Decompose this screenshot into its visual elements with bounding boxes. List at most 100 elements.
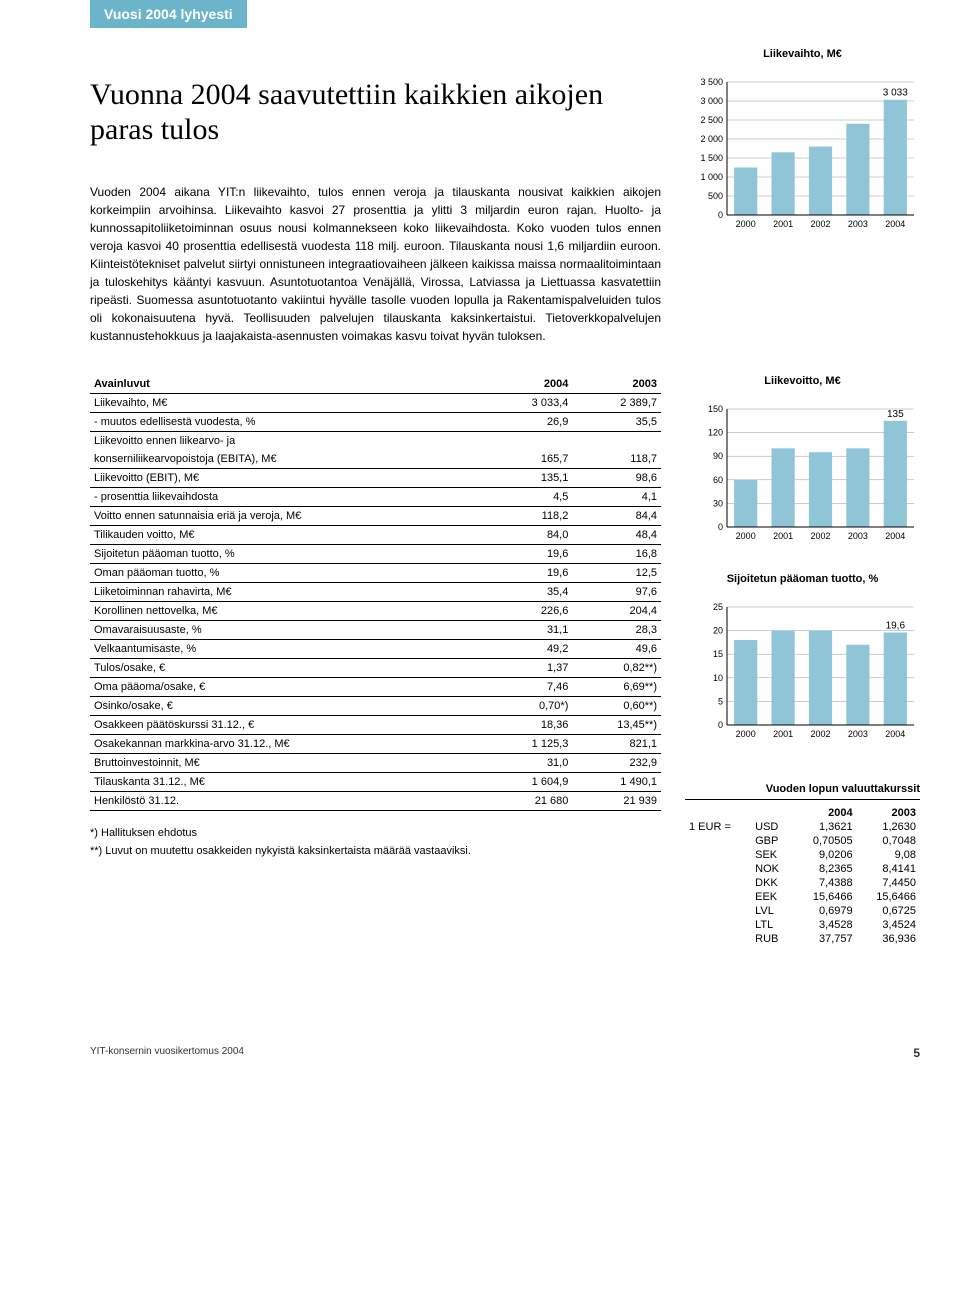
svg-text:1 000: 1 000 [700, 172, 723, 182]
row-value-2004: 19,6 [489, 545, 572, 564]
table-row: Oman pääoman tuotto, %19,612,5 [90, 564, 661, 583]
table-row: Henkilöstö 31.12.21 68021 939 [90, 792, 661, 811]
chart-roi-title: Sijoitetun pääoman tuotto, % [685, 573, 920, 585]
svg-text:0: 0 [718, 720, 723, 730]
row-label: Henkilöstö 31.12. [90, 792, 489, 811]
svg-text:500: 500 [708, 191, 723, 201]
fx-row: LTL3,45283,4524 [685, 918, 920, 932]
table-row: Bruttoinvestoinnit, M€31,0232,9 [90, 754, 661, 773]
headline: Vuonna 2004 saavutettiin kaikkien aikoje… [90, 78, 661, 147]
fx-value-2003: 0,6725 [857, 904, 920, 918]
svg-text:2002: 2002 [810, 219, 830, 229]
fx-currency: LTL [751, 918, 793, 932]
fx-value-2003: 15,6466 [857, 890, 920, 904]
row-value-2003: 4,1 [572, 488, 661, 507]
svg-text:2004: 2004 [885, 219, 905, 229]
fx-block: Vuoden lopun valuuttakurssit 2004 2003 1… [685, 783, 920, 946]
fx-value-2004: 15,6466 [793, 890, 856, 904]
row-value-2004: 3 033,4 [489, 394, 572, 413]
svg-text:2000: 2000 [736, 219, 756, 229]
footer-text: YIT-konsernin vuosikertomus 2004 [90, 1046, 244, 1060]
chart-ebit: 030609012015020002001200220032004135 [685, 395, 920, 545]
fx-value-2004: 7,4388 [793, 876, 856, 890]
fx-value-2003: 0,7048 [857, 834, 920, 848]
mid-section: Avainluvut 2004 2003 Liikevaihto, M€3 03… [90, 375, 920, 946]
row-value-2003: 0,60**) [572, 697, 661, 716]
fx-value-2003: 9,08 [857, 848, 920, 862]
fx-value-2004: 8,2365 [793, 862, 856, 876]
section-tab: Vuosi 2004 lyhyesti [90, 0, 247, 28]
row-value-2003: 6,69**) [572, 678, 661, 697]
svg-text:2003: 2003 [848, 531, 868, 541]
fx-row: LVL0,69790,6725 [685, 904, 920, 918]
table-row: Korollinen nettovelka, M€226,6204,4 [90, 602, 661, 621]
row-value-2003: 204,4 [572, 602, 661, 621]
svg-text:120: 120 [708, 428, 723, 438]
fx-prefix [685, 890, 751, 904]
fx-currency: USD [751, 820, 793, 834]
table-row: Osakekannan markkina-arvo 31.12., M€1 12… [90, 735, 661, 754]
svg-text:0: 0 [718, 210, 723, 220]
fx-row: EEK15,646615,6466 [685, 890, 920, 904]
svg-text:3 500: 3 500 [700, 77, 723, 87]
svg-text:2001: 2001 [773, 531, 793, 541]
row-label: Sijoitetun pääoman tuotto, % [90, 545, 489, 564]
chart-revenue-title: Liikevaihto, M€ [685, 48, 920, 60]
svg-text:90: 90 [713, 451, 723, 461]
fx-value-2004: 9,0206 [793, 848, 856, 862]
table-row: Liikevoitto ennen liikearvo- ja [90, 432, 661, 451]
fx-prefix [685, 876, 751, 890]
row-label: Omavaraisuusaste, % [90, 621, 489, 640]
table-header-2004: 2004 [489, 375, 572, 394]
svg-text:0: 0 [718, 522, 723, 532]
table-row: - prosenttia liikevaihdosta4,54,1 [90, 488, 661, 507]
row-label: Liikevaihto, M€ [90, 394, 489, 413]
row-label: Tilauskanta 31.12., M€ [90, 773, 489, 792]
svg-text:2002: 2002 [810, 729, 830, 739]
fx-currency: NOK [751, 862, 793, 876]
row-value-2003: 35,5 [572, 413, 661, 432]
table-row: konserniliikearvopoistoja (EBITA), M€165… [90, 450, 661, 469]
table-row: Liikevaihto, M€3 033,42 389,7 [90, 394, 661, 413]
row-value-2004: 1 125,3 [489, 735, 572, 754]
row-value-2003: 821,1 [572, 735, 661, 754]
row-label: Velkaantumisaste, % [90, 640, 489, 659]
fx-value-2003: 1,2630 [857, 820, 920, 834]
row-label: - muutos edellisestä vuodesta, % [90, 413, 489, 432]
svg-text:3 033: 3 033 [883, 88, 908, 99]
fx-prefix [685, 862, 751, 876]
fx-currency: RUB [751, 932, 793, 946]
row-value-2003: 232,9 [572, 754, 661, 773]
svg-text:2 000: 2 000 [700, 134, 723, 144]
row-label: konserniliikearvopoistoja (EBITA), M€ [90, 450, 489, 469]
row-label: Liiketoiminnan rahavirta, M€ [90, 583, 489, 602]
row-value-2004: 226,6 [489, 602, 572, 621]
svg-text:2000: 2000 [736, 531, 756, 541]
row-value-2004: 1 604,9 [489, 773, 572, 792]
table-header-2003: 2003 [572, 375, 661, 394]
table-row: Voitto ennen satunnaisia eriä ja veroja,… [90, 507, 661, 526]
fx-header-2003: 2003 [857, 806, 920, 820]
row-value-2004: 26,9 [489, 413, 572, 432]
table-row: Osakkeen päätöskurssi 31.12., €18,3613,4… [90, 716, 661, 735]
table-notes: *) Hallituksen ehdotus **) Luvut on muut… [90, 825, 661, 860]
top-section: Vuonna 2004 saavutettiin kaikkien aikoje… [90, 48, 920, 345]
row-value-2004 [489, 432, 572, 451]
svg-text:2003: 2003 [848, 219, 868, 229]
row-value-2004: 165,7 [489, 450, 572, 469]
fx-value-2003: 7,4450 [857, 876, 920, 890]
row-value-2004: 31,0 [489, 754, 572, 773]
row-label: Korollinen nettovelka, M€ [90, 602, 489, 621]
row-label: Liikevoitto (EBIT), M€ [90, 469, 489, 488]
row-label: Oma pääoma/osake, € [90, 678, 489, 697]
row-value-2004: 21 680 [489, 792, 572, 811]
row-label: Bruttoinvestoinnit, M€ [90, 754, 489, 773]
row-value-2003: 21 939 [572, 792, 661, 811]
svg-text:2001: 2001 [773, 729, 793, 739]
row-value-2004: 135,1 [489, 469, 572, 488]
fx-prefix [685, 918, 751, 932]
row-value-2004: 118,2 [489, 507, 572, 526]
svg-text:30: 30 [713, 498, 723, 508]
fx-title: Vuoden lopun valuuttakurssit [685, 783, 920, 800]
row-value-2004: 0,70*) [489, 697, 572, 716]
